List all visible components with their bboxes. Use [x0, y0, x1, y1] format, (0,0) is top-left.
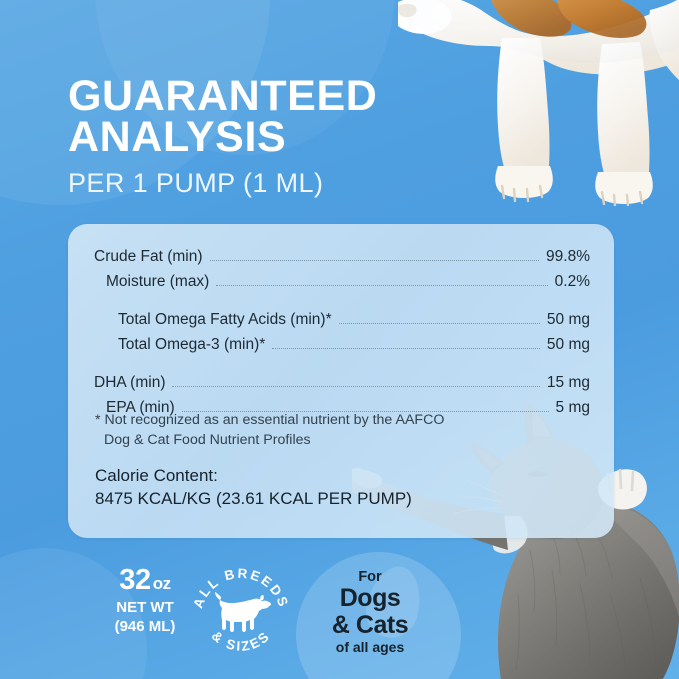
nutrient-name: EPA (min)	[106, 399, 175, 416]
for-pets-line-4: of all ages	[335, 639, 405, 656]
table-spacer	[94, 298, 590, 311]
headline-line-1: GUARANTEED	[68, 72, 378, 120]
for-dogs-and-cats-badge: For Dogs & Cats of all ages	[322, 569, 418, 656]
for-pets-line-1: For	[358, 569, 382, 585]
net-weight-badge: 32 oz NET WT (946 ML)	[90, 566, 200, 636]
leader-line	[172, 386, 540, 387]
calorie-content-label: Calorie Content:	[95, 466, 218, 485]
net-weight-amount-row: 32 oz	[90, 566, 200, 595]
nutrient-value: 15 mg	[546, 374, 590, 391]
table-row: Total Omega Fatty Acids (min)* 50 mg	[94, 311, 590, 336]
leader-line	[181, 411, 549, 412]
nutrient-value: 5 mg	[555, 399, 590, 416]
nutrient-value: 50 mg	[546, 336, 590, 353]
footnote-line-2: Dog & Cat Food Nutrient Profiles	[104, 431, 311, 448]
net-weight-metric: (946 ML)	[114, 617, 176, 635]
svg-text:& SIZES: & SIZES	[209, 628, 273, 654]
nutrient-name: Total Omega Fatty Acids (min)*	[118, 311, 332, 328]
nutrient-value: 0.2%	[554, 273, 590, 290]
table-row: Total Omega-3 (min)* 50 mg	[94, 336, 590, 361]
calorie-content-block: Calorie Content: 8475 KCAL/KG (23.61 KCA…	[95, 464, 412, 511]
table-spacer	[94, 361, 590, 374]
net-weight-amount: 32	[119, 564, 151, 596]
footnote-line-1: * Not recognized as an essential nutrien…	[95, 412, 445, 428]
table-row: EPA (min) 5 mg	[94, 399, 590, 424]
table-row: Crude Fat (min) 99.8%	[94, 248, 590, 273]
dog-silhouette-icon	[215, 592, 271, 632]
headline-line-2: ANALYSIS	[68, 113, 287, 162]
all-breeds-bottom-text: & SIZES	[209, 628, 271, 654]
nutrient-value: 99.8%	[546, 248, 590, 265]
leader-line	[338, 323, 540, 324]
nutrient-value: 50 mg	[546, 311, 590, 328]
table-row: DHA (min) 15 mg	[94, 374, 590, 399]
nutrient-name: Crude Fat (min)	[94, 248, 203, 265]
leader-line	[272, 348, 540, 349]
leader-line	[209, 260, 540, 261]
for-pets-line-3: & Cats	[331, 610, 409, 639]
guaranteed-analysis-card: Crude Fat (min) 99.8% Moisture (max) 0.2…	[68, 224, 614, 538]
net-weight-label: NET WT	[116, 599, 174, 616]
all-breeds-sizes-badge: ALL BREEDS & SIZES	[190, 566, 289, 654]
leader-line	[216, 285, 548, 286]
for-pets-line-2: Dogs	[339, 584, 401, 613]
nutrient-name: DHA (min)	[94, 374, 166, 391]
calorie-content-value: 8475 KCAL/KG (23.61 KCAL PER PUMP)	[95, 489, 412, 509]
headline-subtitle: PER 1 PUMP (1 ML)	[68, 167, 324, 198]
headline-block: GUARANTEED ANALYSIS PER 1 PUMP (1 ML)	[68, 72, 488, 198]
aafco-footnote: * Not recognized as an essential nutrien…	[95, 411, 495, 450]
nutrition-table: Crude Fat (min) 99.8% Moisture (max) 0.2…	[94, 248, 590, 424]
table-row: Moisture (max) 0.2%	[94, 273, 590, 298]
nutrient-name: Total Omega-3 (min)*	[118, 336, 266, 353]
net-weight-unit: oz	[152, 574, 171, 593]
nutrient-name: Moisture (max)	[106, 273, 210, 290]
